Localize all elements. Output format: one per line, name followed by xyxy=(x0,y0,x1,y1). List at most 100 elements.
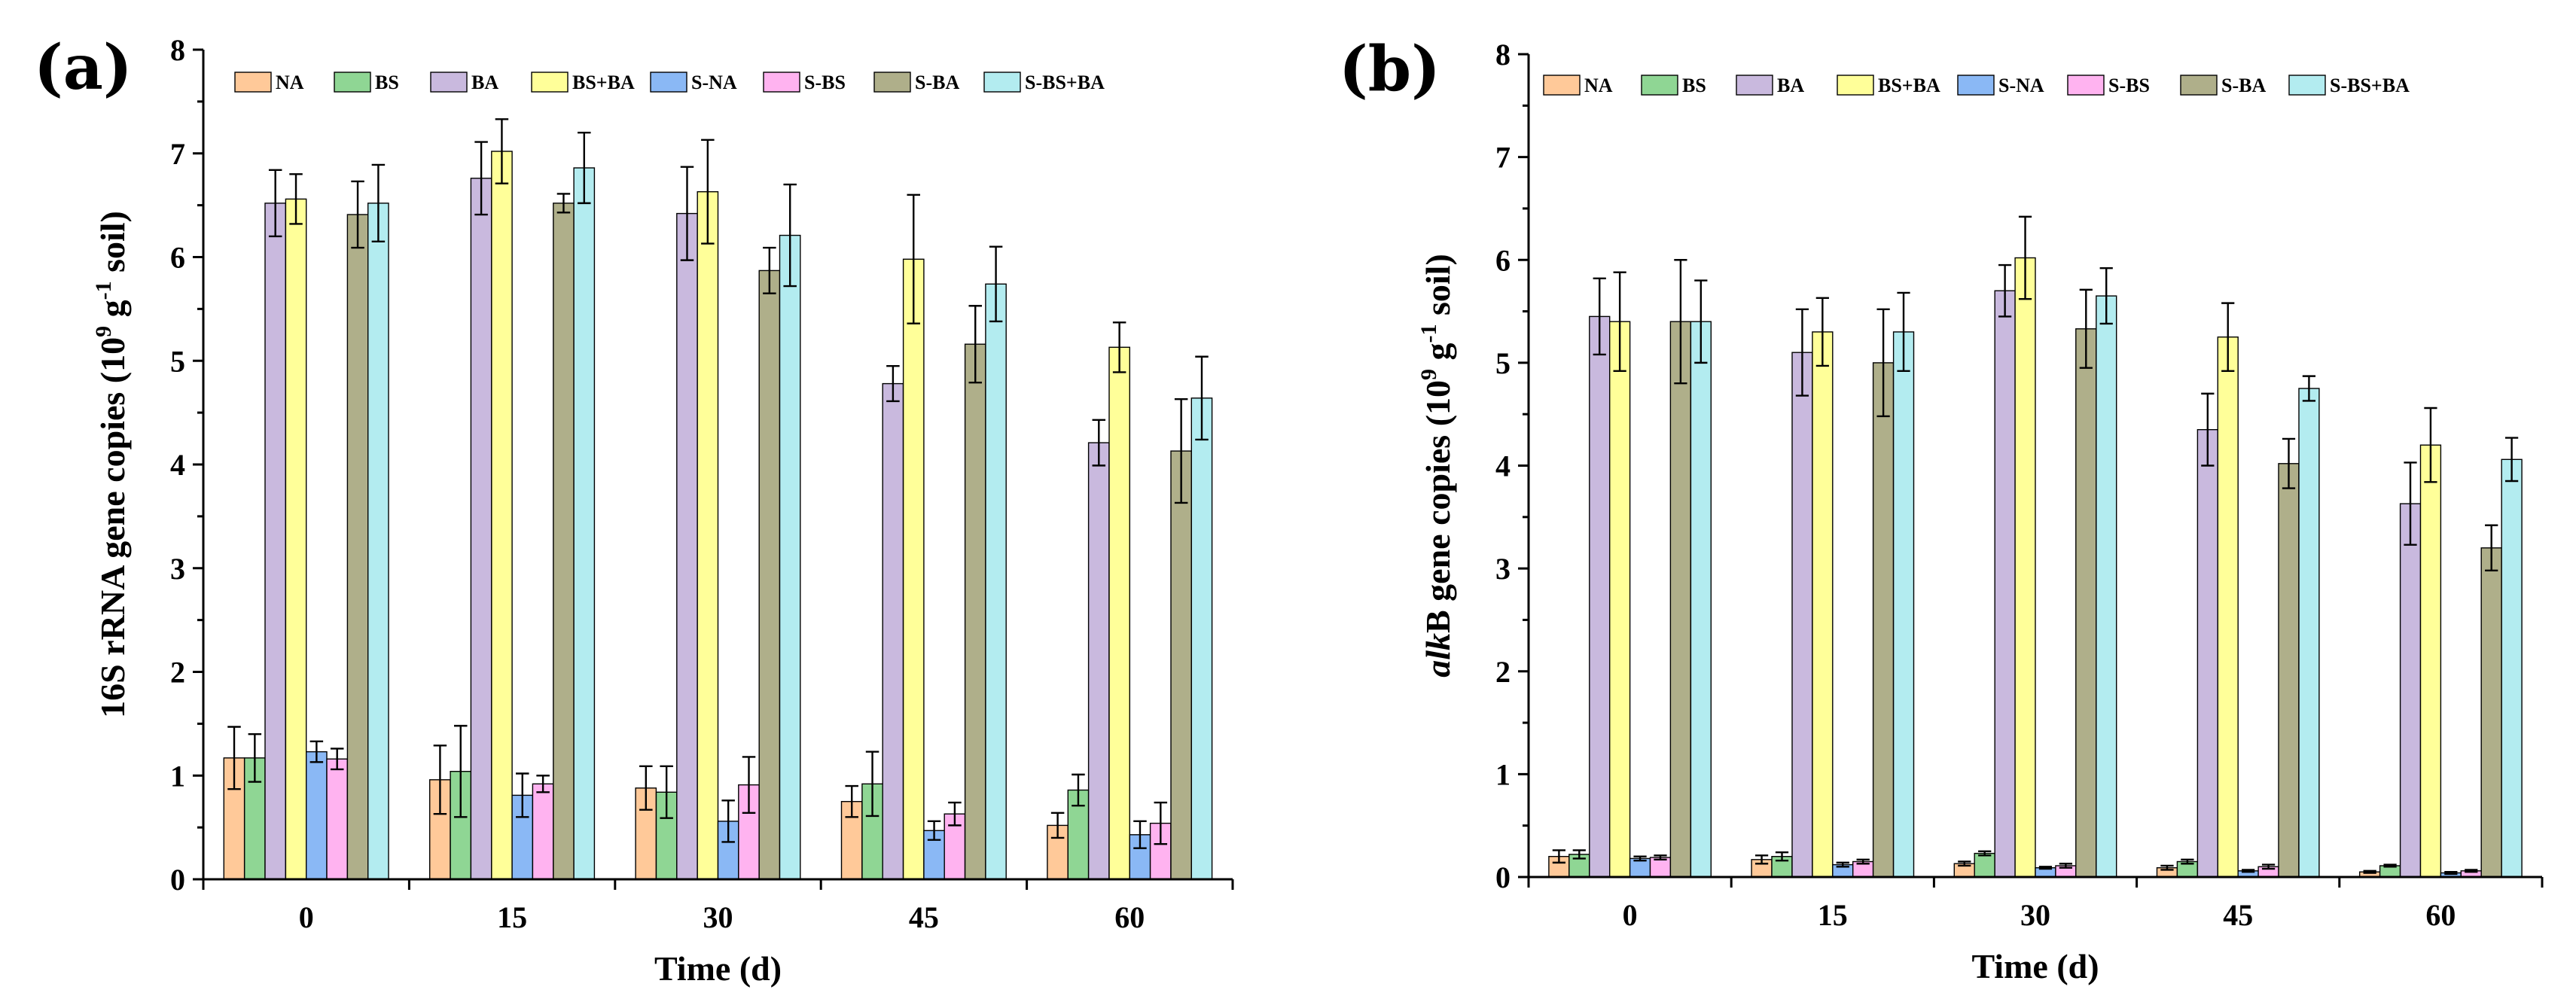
bar xyxy=(532,783,554,880)
bar xyxy=(779,234,801,880)
bar xyxy=(1791,352,1813,878)
bar xyxy=(1812,331,1834,878)
error-bar xyxy=(1072,773,1085,807)
error-bar xyxy=(989,245,1003,323)
series-s-bs xyxy=(326,748,1172,880)
error-bar xyxy=(1754,854,1769,865)
error-bar xyxy=(578,132,591,205)
bar xyxy=(264,203,286,880)
error-bar xyxy=(2465,869,2478,873)
series-na xyxy=(1548,849,2381,878)
error-bar xyxy=(2242,869,2255,873)
error-bar xyxy=(763,246,776,294)
bar xyxy=(346,214,369,880)
x-tick-label: 60 xyxy=(2425,898,2456,932)
error-bar xyxy=(639,765,653,811)
error-bar xyxy=(1795,308,1809,397)
error-bar xyxy=(2079,288,2093,369)
error-bar xyxy=(1654,854,1667,860)
x-axis-title: Time (d) xyxy=(1971,947,2099,985)
legend-label: NA xyxy=(1584,75,1613,96)
bar xyxy=(1190,397,1213,880)
bar xyxy=(285,198,307,880)
bar xyxy=(2075,328,2097,878)
bar xyxy=(985,283,1007,880)
error-bar xyxy=(742,756,756,815)
error-bar xyxy=(783,183,797,288)
error-bar xyxy=(1836,861,1849,868)
x-tick-label: 15 xyxy=(1818,898,1848,932)
legend-swatch xyxy=(1543,75,1581,96)
legend-label: S-BS xyxy=(804,72,846,93)
y-tick-label: 5 xyxy=(1495,346,1511,380)
error-bar xyxy=(2383,863,2397,868)
error-bar xyxy=(248,732,262,783)
error-bar xyxy=(948,801,962,827)
bar xyxy=(964,343,986,880)
series-s-bs-plus-ba xyxy=(1690,266,2523,878)
legend-swatch xyxy=(430,72,468,93)
error-bar xyxy=(330,748,344,771)
legend-swatch xyxy=(2180,75,2218,96)
y-axis-title: alkB gene copies (109 g-1 soil) xyxy=(1416,254,1457,678)
y-tick-label: 2 xyxy=(1495,655,1511,689)
x-tick-label: 30 xyxy=(2020,898,2050,932)
legend-swatch xyxy=(1641,75,1678,96)
bar xyxy=(902,258,925,880)
error-bar xyxy=(2099,266,2113,325)
error-bar xyxy=(1613,271,1626,373)
y-tick-label: 1 xyxy=(1495,757,1511,791)
error-bar xyxy=(227,726,241,790)
legend-swatch xyxy=(873,72,911,93)
y-axis-title-sup2: -1 xyxy=(91,281,116,300)
y-tick-label: 4 xyxy=(1495,449,1511,483)
y-axis-title-mid: g xyxy=(93,300,132,326)
y-axis-title-prefix: B gene copies (10 xyxy=(1419,380,1457,633)
legend-label: BS+BA xyxy=(572,72,635,93)
legend-label: NA xyxy=(276,72,304,93)
error-bar xyxy=(536,775,550,793)
error-bar xyxy=(2444,870,2458,876)
legend-label: S-BA xyxy=(2221,75,2266,96)
y-tick-label: 6 xyxy=(170,241,185,275)
bar xyxy=(553,203,575,880)
error-bar xyxy=(556,193,571,214)
series-na xyxy=(223,726,1069,880)
legend-label: S-BS xyxy=(2108,75,2150,96)
bar xyxy=(2196,429,2218,878)
y-axis-title-sup2: -1 xyxy=(1416,324,1441,343)
error-bar xyxy=(2181,858,2194,865)
legend: NA BS BA BS+BA S-NA S-BS S-BA S-BS+BA xyxy=(234,72,1105,93)
panel-label: (a) xyxy=(34,32,133,104)
error-bar xyxy=(2424,407,2437,483)
legend-swatch xyxy=(983,72,1021,93)
legend-label: BA xyxy=(471,72,498,93)
y-tick-label: 7 xyxy=(1495,141,1511,175)
bar xyxy=(1108,346,1130,880)
legend-label: BS xyxy=(1682,75,1706,96)
series-s-bs xyxy=(1649,854,2482,878)
legend-swatch xyxy=(234,72,272,93)
y-axis-title-italic: alk xyxy=(1419,633,1457,678)
series-ba xyxy=(1589,263,2422,878)
y-tick-label: 7 xyxy=(170,137,185,171)
x-axis-title: Time (d) xyxy=(654,949,782,988)
error-bar xyxy=(2485,524,2498,572)
error-bar xyxy=(474,141,488,216)
x-tick-label: 45 xyxy=(909,900,939,934)
legend-swatch xyxy=(1736,75,1773,96)
bar xyxy=(1170,450,1192,880)
bar xyxy=(306,751,328,880)
series-s-bs-plus-ba xyxy=(367,132,1213,880)
error-bar xyxy=(907,193,920,324)
error-bar xyxy=(1978,850,1992,857)
legend-label: S-NA xyxy=(1998,75,2044,96)
bar xyxy=(470,178,492,880)
legend-swatch xyxy=(1837,75,1874,96)
error-bar xyxy=(721,799,735,843)
legend-swatch xyxy=(334,72,371,93)
legend-swatch xyxy=(650,72,687,93)
bar xyxy=(697,190,719,880)
